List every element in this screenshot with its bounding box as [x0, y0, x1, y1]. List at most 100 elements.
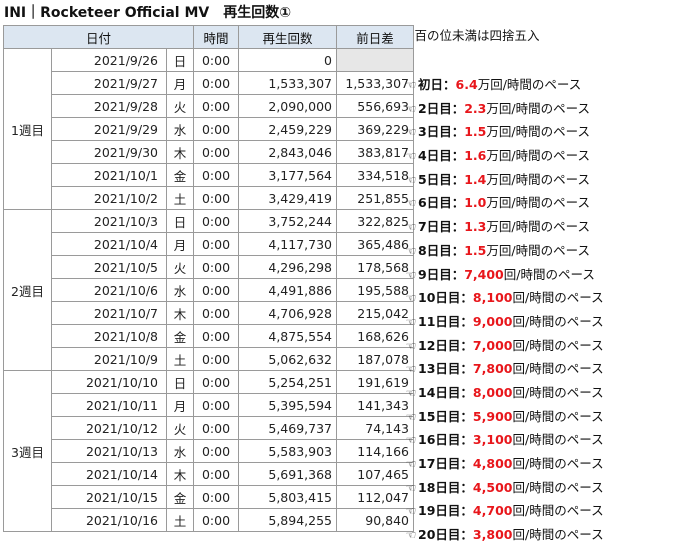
diff-cell: 369,229 — [336, 117, 414, 141]
date-cell: 2021/9/27 — [51, 71, 167, 95]
pace-suffix: /時間のペース — [511, 171, 590, 187]
diff-cell: 90,840 — [336, 508, 414, 532]
views-cell: 4,875,554 — [238, 324, 337, 348]
weekday-cell: 水 — [166, 278, 194, 302]
time-cell: 0:00 — [193, 186, 239, 210]
table-row: 2週目 2021/10/3 日 0:00 3,752,244 322,825 — [3, 209, 414, 371]
pace-unit: 回 — [512, 337, 525, 353]
table-row: 2021/10/2 土 0:00 3,429,419 251,855 — [4, 186, 414, 210]
pace-separator: ： — [451, 219, 465, 235]
pace-day-label: 17日目 — [418, 456, 461, 471]
time-cell: 0:00 — [193, 94, 239, 118]
views-cell: 5,395,594 — [238, 393, 337, 417]
views-cell: 5,803,415 — [238, 485, 337, 509]
views-cell: 5,894,255 — [238, 508, 337, 532]
pace-note: ☜ 4日目：1.6万回/時間のペース — [404, 144, 688, 168]
views-cell: 5,583,903 — [238, 439, 337, 463]
pace-suffix: /時間のペース — [511, 148, 590, 164]
views-cell: 3,429,419 — [238, 186, 337, 210]
pace-unit: 回 — [512, 456, 525, 471]
pace-rate: 1.5 — [464, 124, 487, 140]
pace-note: ☜ 11日目：9,000回/時間のペース — [404, 310, 688, 334]
weekday-cell: 火 — [166, 255, 194, 279]
pace-day-label: 9日目 — [418, 266, 452, 282]
table-row: 2021/10/7 木 0:00 4,706,928 215,042 — [4, 301, 414, 325]
header-time: 時間 — [193, 25, 239, 49]
pace-day-label: 20日目 — [418, 527, 461, 543]
weekday-cell: 火 — [166, 94, 194, 118]
time-cell: 0:00 — [193, 439, 239, 463]
views-cell: 3,177,564 — [238, 163, 337, 187]
table-row: 2021/10/14 木 0:00 5,691,368 107,465 — [4, 462, 414, 486]
views-cell: 4,706,928 — [238, 301, 337, 325]
pace-notes: ☜ 初日：6.4万回/時間のペース ☜ 2日目：2.3万回/時間のペース ☜ 3日目：1.… — [404, 73, 688, 547]
views-cell: 5,691,368 — [238, 462, 337, 486]
table-row: 2021/10/15 金 0:00 5,803,415 112,047 — [4, 485, 414, 509]
weekday-cell: 日 — [166, 48, 194, 72]
date-cell: 2021/9/29 — [51, 117, 167, 141]
diff-cell: 322,825 — [336, 209, 414, 233]
pointing-hand-icon: ☜ — [405, 101, 417, 116]
pace-day-label: 6日目 — [418, 195, 452, 211]
pace-note: ☜ 10日目：8,100回/時間のペース — [404, 286, 688, 310]
pointing-hand-icon: ☜ — [405, 409, 417, 424]
pace-suffix: /時間のペース — [524, 290, 604, 306]
views-cell: 1,533,307 — [238, 71, 337, 95]
diff-cell: 178,568 — [336, 255, 414, 279]
pointing-hand-icon: ☜ — [405, 78, 417, 92]
pace-unit: 回 — [512, 290, 525, 306]
views-cell: 4,117,730 — [238, 232, 337, 256]
date-cell: 2021/10/15 — [51, 485, 167, 509]
diff-cell: 334,518 — [336, 163, 414, 187]
diff-cell: 1,533,307 — [336, 71, 414, 95]
diff-cell: 215,042 — [336, 301, 414, 325]
table-row: 2021/10/6 水 0:00 4,491,886 195,588 — [4, 278, 414, 302]
pace-unit: 万回 — [486, 148, 512, 164]
pace-suffix: /時間のペース — [511, 124, 590, 140]
time-cell: 0:00 — [193, 393, 239, 417]
pace-suffix: /時間のペース — [524, 361, 604, 377]
diff-cell: 112,047 — [336, 485, 414, 509]
pointing-hand-icon: ☜ — [405, 314, 417, 329]
pace-unit: 万回 — [477, 77, 503, 92]
pace-unit: 回 — [512, 408, 525, 424]
table-row: 2021/10/4 月 0:00 4,117,730 365,486 — [4, 232, 414, 256]
time-cell: 0:00 — [193, 140, 239, 164]
date-cell: 2021/10/7 — [51, 301, 167, 325]
pace-rate: 1.3 — [464, 219, 487, 235]
pace-rate: 2.3 — [464, 100, 487, 116]
pace-note: ☜ 14日目：8,000回/時間のペース — [404, 381, 688, 405]
table-row: 2021/10/5 火 0:00 4,296,298 178,568 — [4, 255, 414, 279]
weekday-cell: 木 — [166, 301, 194, 325]
pointing-hand-icon: ☜ — [405, 480, 417, 495]
time-cell: 0:00 — [193, 48, 239, 72]
pace-suffix: /時間のペース — [524, 384, 604, 400]
pace-note: ☜ 6日目：1.0万回/時間のペース — [404, 191, 688, 215]
date-cell: 2021/10/16 — [51, 508, 167, 532]
pointing-hand-icon: ☜ — [405, 172, 417, 187]
pace-separator: ： — [460, 456, 473, 471]
views-cell: 4,491,886 — [238, 278, 337, 302]
weekday-cell: 木 — [166, 462, 194, 486]
pace-rate: 7,000 — [472, 337, 513, 353]
views-table: 日付 時間 再生回数 前日差 1週目 2021/9/26 日 0:00 0 2021/9/… — [3, 25, 414, 532]
views-cell: 5,062,632 — [238, 347, 337, 371]
time-cell: 0:00 — [193, 117, 239, 141]
pace-note: ☜ 19日目：4,700回/時間のペース — [404, 499, 688, 523]
date-cell: 2021/10/11 — [51, 393, 167, 417]
pace-suffix: /時間のペース — [502, 77, 582, 92]
pace-separator: ： — [460, 313, 473, 329]
date-cell: 2021/10/5 — [51, 255, 167, 279]
views-cell: 5,469,737 — [238, 416, 337, 440]
weekday-cell: 金 — [166, 485, 194, 509]
pace-unit: 回 — [512, 432, 525, 448]
pace-separator: ： — [451, 266, 465, 282]
date-cell: 2021/10/2 — [51, 186, 167, 210]
header-date: 日付 — [3, 25, 194, 49]
diff-cell: 191,619 — [336, 370, 414, 394]
pace-unit: 回 — [512, 384, 525, 400]
pace-suffix: /時間のペース — [524, 408, 604, 424]
views-cell: 4,296,298 — [238, 255, 337, 279]
pace-note: ☜ 15日目：5,900回/時間のペース — [404, 405, 688, 429]
pointing-hand-icon: ☜ — [405, 457, 417, 471]
